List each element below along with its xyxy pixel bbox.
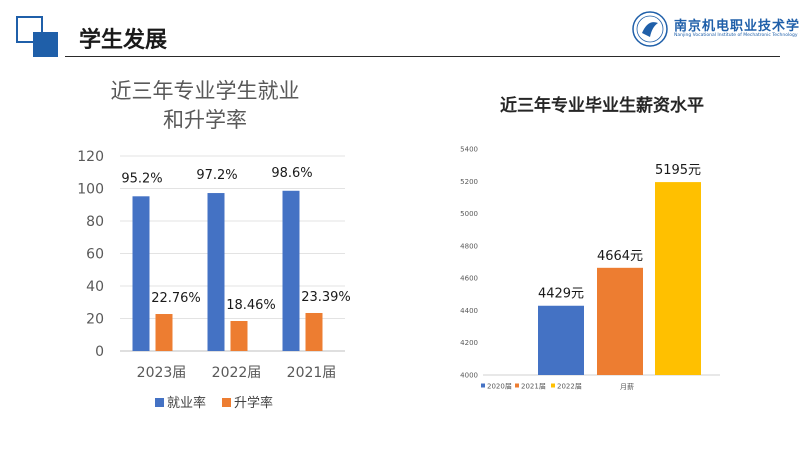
school-logo: 南京机电职业技术学院 Nanjing Vocational Institute … (630, 9, 800, 49)
chart1-y-tick-label: 80 (86, 214, 104, 230)
chart2-bar-2021届 (597, 267, 643, 375)
chart2-legend-label: 2022届 (557, 383, 582, 391)
chart1-x-tick-label: 2023届 (137, 365, 187, 381)
chart2-y-tick-label: 5400 (460, 146, 478, 154)
chart2-data-label: 4429元 (538, 287, 584, 302)
chart1-bar-further-study (155, 314, 173, 351)
logo-text: 南京机电职业技术学院 (674, 19, 800, 34)
legend-label-further-study: 升学率 (234, 395, 273, 411)
chart2-bar-2022届 (655, 182, 701, 375)
chart2-legend-swatch (481, 383, 485, 388)
chart1-data-label: 95.2% (121, 171, 162, 186)
chart1-bar-employment (207, 193, 225, 351)
chart2-legend-label: 2020届 (487, 383, 512, 391)
chart2-y-tick-label: 5000 (460, 210, 478, 218)
logo-subtext: Nanjing Vocational Institute of Mechatro… (674, 33, 798, 38)
chart2-title: 近三年专业毕业生薪资水平 (500, 95, 704, 116)
chart1-y-tick-label: 100 (77, 182, 104, 198)
page-title: 学生发展 (79, 28, 168, 53)
chart1-y-tick-label: 20 (86, 312, 104, 328)
chart1-title-line2: 和升学率 (163, 108, 247, 132)
chart1-bar-further-study (305, 312, 323, 351)
chart2-category-label: 月薪 (620, 382, 634, 391)
school-emblem-icon (632, 11, 668, 47)
chart2-legend-swatch (551, 383, 555, 388)
chart1-y-tick-label: 40 (86, 279, 104, 295)
chart1-y-tick-label: 60 (86, 247, 104, 263)
chart2-legend-label: 2021届 (521, 383, 546, 391)
chart2-bar-2020届 (538, 305, 584, 375)
chart1-bar-employment (132, 196, 150, 351)
chart1-y-tick-label: 0 (95, 344, 104, 360)
chart1-bar-further-study (230, 321, 248, 351)
chart2-y-tick-label: 4000 (460, 372, 478, 380)
chart2-data-label: 4664元 (597, 249, 643, 264)
header-deco-square-fill (33, 32, 58, 57)
legend-label-employment: 就业率 (167, 395, 206, 411)
chart1-data-label: 97.2% (196, 168, 237, 183)
chart1-bar-employment (282, 190, 300, 351)
chart1-data-label: 23.39% (301, 290, 351, 305)
chart1-data-label: 22.76% (151, 291, 201, 306)
chart2-y-tick-label: 5200 (460, 178, 478, 186)
legend-swatch-employment (155, 398, 164, 407)
chart1-x-tick-label: 2022届 (212, 365, 262, 381)
chart1-y-tick-label: 120 (77, 149, 104, 165)
chart1-x-tick-label: 2021届 (287, 365, 337, 381)
header-divider (65, 56, 780, 57)
chart2-y-tick-label: 4800 (460, 242, 478, 250)
chart2-y-tick-label: 4200 (460, 339, 478, 347)
header-deco-square-outline (16, 16, 43, 43)
chart1-data-label: 18.46% (226, 298, 276, 313)
chart1-title-line1: 近三年专业学生就业 (111, 79, 300, 103)
chart2-data-label: 5195元 (655, 163, 701, 178)
chart2-legend-swatch (515, 383, 519, 388)
legend-swatch-further-study (222, 398, 231, 407)
chart1-data-label: 98.6% (271, 166, 312, 181)
chart2-y-tick-label: 4400 (460, 307, 478, 315)
chart2-y-tick-label: 4600 (460, 275, 478, 283)
